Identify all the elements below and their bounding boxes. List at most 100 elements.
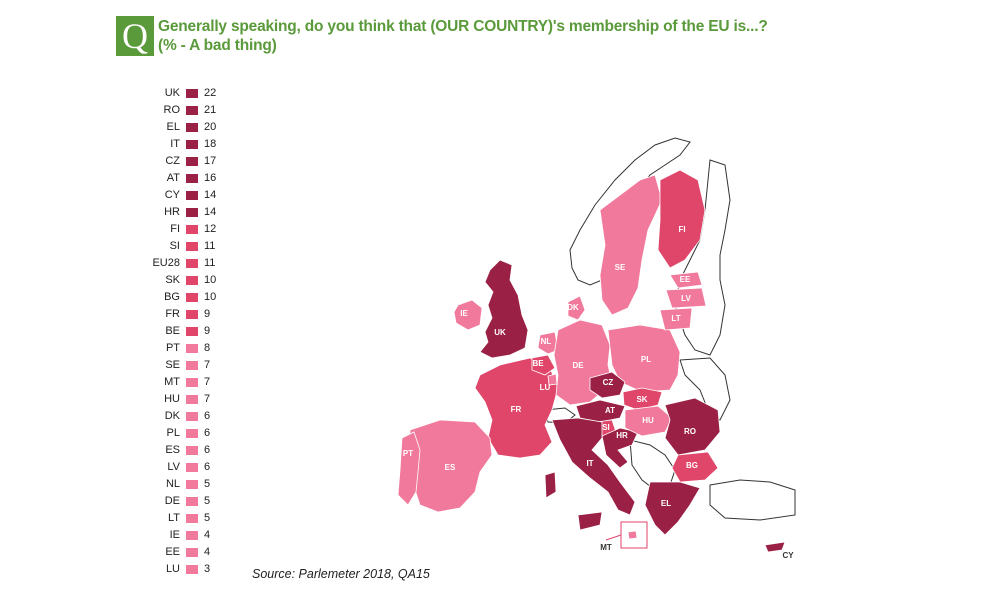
country-label-ee: EE <box>680 275 691 284</box>
country-label-mt: MT <box>600 543 612 552</box>
legend-row: DK 6 <box>130 409 240 426</box>
legend-row: HR 14 <box>130 205 240 222</box>
legend-row: FI 12 <box>130 222 240 239</box>
value-swatch <box>186 548 198 557</box>
value-label: 22 <box>204 87 217 99</box>
legend-row: MT 7 <box>130 375 240 392</box>
country-fi <box>657 169 706 269</box>
country-label-pl: PL <box>641 355 651 364</box>
legend-row: DE 5 <box>130 494 240 511</box>
legend-row: IT 18 <box>130 137 240 154</box>
value-label: 16 <box>204 172 217 184</box>
value-swatch <box>186 259 198 268</box>
country-code-label: PL <box>166 427 180 439</box>
country-hr <box>601 427 639 469</box>
legend-row: BE 9 <box>130 324 240 341</box>
country-code-label: SK <box>165 274 180 286</box>
country-code-label: FI <box>170 223 180 235</box>
legend-row: CY 14 <box>130 188 240 205</box>
legend-row: EU28 11 <box>130 256 240 273</box>
country-code-label: IT <box>170 138 180 150</box>
legend-row: BG 10 <box>130 290 240 307</box>
country-se <box>599 174 663 316</box>
value-label: 14 <box>204 206 217 218</box>
source-note: Source: Parlemeter 2018, QA15 <box>252 567 430 581</box>
value-label: 14 <box>204 189 217 201</box>
legend-row: SI 11 <box>130 239 240 256</box>
country-code-label: LU <box>165 563 180 575</box>
legend-row: CZ 17 <box>130 154 240 171</box>
value-swatch <box>186 293 198 302</box>
value-swatch <box>186 225 198 234</box>
europe-map-svg: UK IE FR ES PT BE NL LU DE DK PL CZ SK AT SI HR HU RO BG EL… <box>397 137 796 560</box>
value-swatch <box>186 344 198 353</box>
legend-row: AT 16 <box>130 171 240 188</box>
country-el <box>644 481 701 536</box>
country-dk <box>567 295 586 321</box>
value-swatch <box>186 412 198 421</box>
malta-inset-connector <box>605 534 622 541</box>
value-label: 9 <box>204 325 211 337</box>
country-label-hu: HU <box>642 416 654 425</box>
value-label: 11 <box>204 257 216 269</box>
value-label: 6 <box>204 427 211 439</box>
country-ie <box>453 299 483 331</box>
country-cy <box>764 541 786 553</box>
value-label: 20 <box>204 121 217 133</box>
country-code-label: EE <box>165 546 180 558</box>
country-hu <box>624 405 673 437</box>
value-label: 10 <box>204 274 217 286</box>
country-code-label: LV <box>167 461 180 473</box>
country-code-label: RO <box>163 104 181 116</box>
country-label-fr: FR <box>511 405 522 414</box>
value-label: 5 <box>204 512 211 524</box>
value-swatch <box>186 395 198 404</box>
legend-row: SE 7 <box>130 358 240 375</box>
value-swatch <box>186 242 198 251</box>
country-label-cz: CZ <box>603 378 614 387</box>
country-label-pt: PT <box>403 449 413 458</box>
country-code-label: SE <box>165 359 180 371</box>
value-swatch <box>186 310 198 319</box>
value-swatch <box>186 514 198 523</box>
value-swatch <box>186 378 198 387</box>
value-label: 21 <box>204 104 217 116</box>
country-code-label: IE <box>169 529 180 541</box>
country-label-cy: CY <box>782 551 794 560</box>
value-swatch <box>186 157 198 166</box>
country-code-label: AT <box>166 172 180 184</box>
value-swatch <box>186 497 198 506</box>
country-code-label: HR <box>164 206 180 218</box>
country-code-label: BE <box>165 325 180 337</box>
country-label-lt: LT <box>671 314 680 323</box>
value-label: 3 <box>204 563 211 575</box>
value-swatch <box>186 191 198 200</box>
country-label-nl: NL <box>541 337 552 346</box>
country-code-label: LT <box>167 512 180 524</box>
value-label: 6 <box>204 461 211 473</box>
country-code-label: HU <box>164 393 180 405</box>
value-label: 6 <box>204 410 211 422</box>
value-swatch <box>186 106 198 115</box>
europe-map: UK IE FR ES PT BE NL LU DE DK PL CZ SK AT SI HR HU RO BG EL… <box>380 120 800 570</box>
value-label: 7 <box>204 376 211 388</box>
value-swatch <box>186 446 198 455</box>
norway-outline <box>569 137 691 286</box>
country-be <box>531 354 556 376</box>
country-mt <box>627 530 638 540</box>
country-ro <box>664 397 721 456</box>
value-label: 9 <box>204 308 211 320</box>
country-label-es: ES <box>445 463 456 472</box>
value-label: 8 <box>204 342 211 354</box>
legend-row: NL 5 <box>130 477 240 494</box>
value-swatch <box>186 208 198 217</box>
value-label: 7 <box>204 393 211 405</box>
country-shapes <box>397 169 786 553</box>
country-uk <box>479 259 529 359</box>
country-sk <box>622 387 663 411</box>
country-ee <box>669 271 703 289</box>
value-swatch <box>186 531 198 540</box>
legend-row: PT 8 <box>130 341 240 358</box>
country-label-ro: RO <box>684 427 696 436</box>
country-cz <box>589 371 626 399</box>
